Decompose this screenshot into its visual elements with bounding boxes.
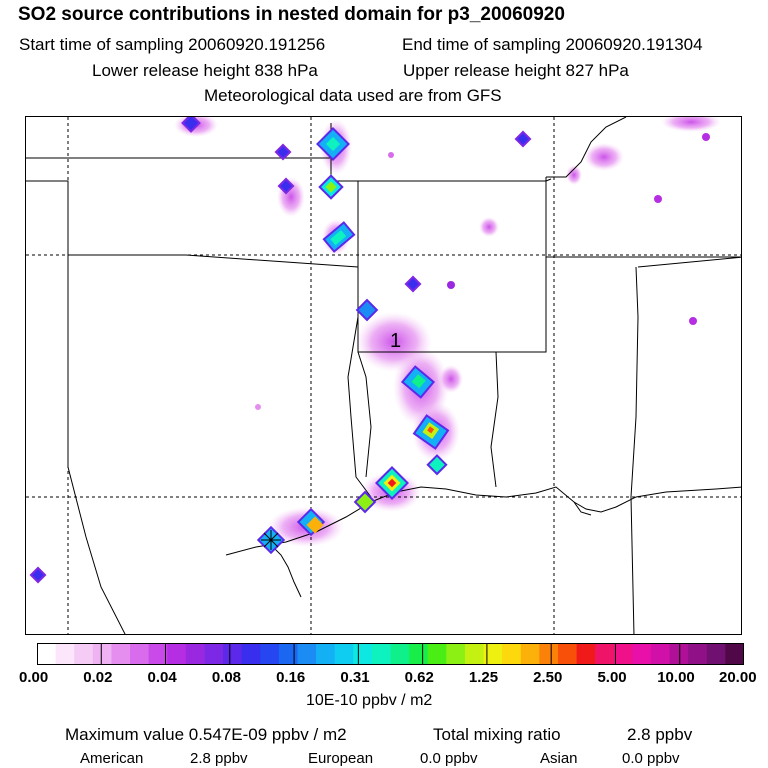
colorbar-swatch [613,643,633,665]
colorbar-swatch [371,643,391,665]
colorbar-swatch [92,643,112,665]
upper-release-height: Upper release height 827 hPa [403,61,629,80]
colorbar-swatch [539,643,559,665]
source-marker-label: 1 [390,330,401,352]
colorbar-border [37,643,744,665]
colorbar-tick-label: 0.00 [19,669,49,686]
european-value: 0.0 ppbv [420,750,478,767]
colorbar-swatch [223,643,243,665]
colorbar-swatch [37,643,57,665]
colorbar-swatch [111,643,131,665]
european-label: European [308,750,374,767]
end-time: End time of sampling 20060920.191304 [402,35,703,54]
colorbar-swatch [427,643,447,665]
state-boundaries [26,117,741,634]
colorbar-swatch [650,643,671,665]
colorbar-swatch [334,643,354,665]
colorbar-tick-label: 0.62 [404,669,434,686]
colorbar-tick-label: 0.31 [340,669,370,686]
colorbar-tick-label: 2.50 [533,669,563,686]
met-data-source: Meteorological data used are from GFS [204,86,502,105]
colorbar-swatch [725,643,745,665]
colorbar [37,643,745,665]
colorbar-swatch [148,643,168,665]
colorbar-swatch [55,643,75,665]
colorbar-swatch [520,643,540,665]
colorbar-swatch [669,643,689,665]
colorbar-tick-label: 0.02 [83,669,113,686]
colorbar-swatch [316,643,336,665]
asian-label: Asian [540,750,578,767]
colorbar-tick-label: 5.00 [597,669,627,686]
colorbar-swatch [297,643,317,665]
plot-title: SO2 source contributions in nested domai… [18,4,565,25]
graticule [26,117,741,634]
colorbar-swatch [409,643,429,665]
map-canvas: 1 [26,117,741,634]
colorbar-swatch [204,643,224,665]
colorbar-tick-label: 10.00 [657,669,695,686]
colorbar-swatch [446,643,466,665]
american-label: American [80,750,144,767]
colorbar-swatch [483,643,503,665]
total-mixing-label: Total mixing ratio [433,725,561,744]
colorbar-swatch [706,643,726,665]
colorbar-swatch [464,643,485,665]
colorbar-swatch [595,643,615,665]
colorbar-swatch [390,643,410,665]
colorbar-swatch [167,643,187,665]
colorbar-swatch [278,643,298,665]
colorbar-swatch [353,643,373,665]
map-panel: 1 [25,116,742,635]
american-value: 2.8 ppbv [190,750,248,767]
colorbar-swatch [632,643,652,665]
colorbar-swatches [37,643,745,665]
release-marker [261,530,281,550]
colorbar-swatch [688,643,708,665]
total-mixing-value: 2.8 ppbv [627,725,693,744]
colorbar-tick-label: 0.04 [147,669,177,686]
colorbar-swatch [74,643,94,665]
colorbar-tick-label: 0.16 [276,669,306,686]
colorbar-swatch [260,643,280,665]
colorbar-tick-label: 0.08 [211,669,242,686]
colorbar-swatch [185,643,205,665]
colorbar-swatch [241,643,261,665]
asian-value: 0.0 ppbv [622,750,680,767]
max-value: Maximum value 0.547E-09 ppbv / m2 [65,725,347,744]
colorbar-tick-label: 20.00 [719,669,757,686]
colorbar-swatch [576,643,596,665]
colorbar-swatch [502,643,522,665]
start-time: Start time of sampling 20060920.191256 [19,35,326,54]
colorbar-swatch [130,643,150,665]
lower-release-height: Lower release height 838 hPa [92,61,318,80]
colorbar-tick-label: 1.25 [468,669,499,686]
colorbar-unit: 10E-10 ppbv / m2 [306,692,433,709]
colorbar-swatch [557,643,578,665]
